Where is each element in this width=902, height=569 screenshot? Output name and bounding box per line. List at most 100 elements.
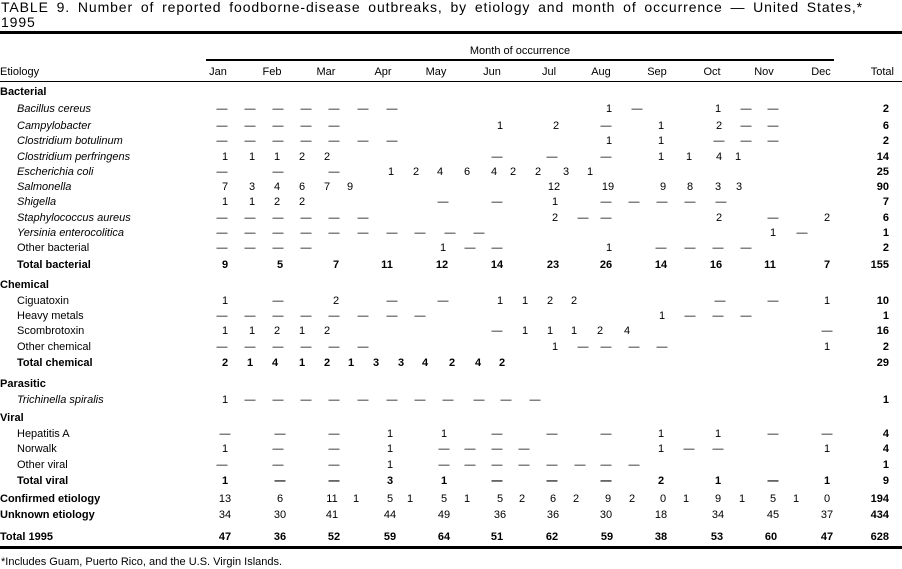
table-cell: — (386, 103, 398, 115)
table-cell: — (546, 428, 558, 440)
table-cell: — (464, 459, 476, 471)
table-cell: 7 (332, 259, 340, 271)
table-cell: — (740, 310, 752, 322)
table-cell: — (767, 428, 779, 440)
table-cell: — (328, 394, 340, 406)
table-cell: 1 (605, 242, 613, 254)
table-cell: — (491, 475, 503, 487)
table-cell: — (216, 103, 228, 115)
row-total: 14 (876, 151, 889, 163)
table-cell: 2 (552, 120, 560, 132)
row-total: 2 (882, 135, 889, 147)
table-cell: 44 (383, 509, 397, 521)
table-cell: — (767, 120, 779, 132)
table-cell: 52 (327, 531, 341, 543)
table-cell: 12 (435, 259, 449, 271)
table-cell: 1 (521, 325, 529, 337)
table-cell: 60 (764, 531, 778, 543)
table-cell: 1 (352, 493, 360, 505)
row-total: 4 (882, 428, 889, 440)
table-cell: 1 (221, 151, 229, 163)
table-cell: — (712, 310, 724, 322)
table-cell: 1 (387, 166, 395, 178)
row-total: 10 (876, 295, 889, 307)
table-cell: 1 (521, 295, 529, 307)
table-cell: — (577, 341, 589, 353)
row-label: Shigella (17, 196, 57, 208)
table-cell: — (328, 459, 340, 471)
table-cell: 2 (323, 325, 331, 337)
table-cell: 47 (218, 531, 232, 543)
row-total: 6 (882, 212, 889, 224)
row-total: 90 (876, 181, 889, 193)
table-cell: 1 (586, 166, 594, 178)
table-cell: — (464, 443, 476, 455)
table-cell: 36 (493, 509, 507, 521)
table-cell: 6 (463, 166, 471, 178)
table-cell: 1 (769, 227, 777, 239)
table-cell: — (300, 394, 312, 406)
table-cell: — (600, 475, 612, 487)
table-cell: — (272, 295, 284, 307)
table-cell: 2 (518, 493, 526, 505)
table-cell: 3 (386, 475, 394, 487)
row-label: Norwalk (17, 443, 57, 455)
table-cell: — (546, 151, 558, 163)
row-total: 25 (876, 166, 889, 178)
row-label: Other viral (17, 459, 68, 471)
table-cell: 1 (605, 135, 613, 147)
row-total: 4 (882, 443, 889, 455)
table-cell: 3 (248, 181, 256, 193)
table-cell: 1 (551, 341, 559, 353)
month-header-jun: Jun (483, 66, 501, 78)
table-cell: 1 (823, 475, 831, 487)
table-cell: — (328, 166, 340, 178)
table-cell: 12 (547, 181, 561, 193)
table-cell: — (272, 242, 284, 254)
row-total: 16 (876, 325, 889, 337)
table-cell: 4 (421, 357, 429, 369)
table-cell: — (491, 151, 503, 163)
row-label: Other chemical (17, 341, 91, 353)
table-cell: — (272, 103, 284, 115)
table-cell: — (713, 135, 725, 147)
row-label: Bacillus cereus (17, 103, 91, 115)
row-label: Yersinia enterocolitica (17, 227, 125, 239)
table-cell: 4 (273, 181, 281, 193)
table-cell: 1 (347, 357, 355, 369)
table-cell: — (767, 212, 779, 224)
table-cell: — (518, 459, 530, 471)
table-cell: — (272, 212, 284, 224)
table-cell: 1 (440, 428, 448, 440)
table-cell: — (216, 310, 228, 322)
table-cell: — (357, 103, 369, 115)
table-cell: 36 (273, 531, 287, 543)
table-cell: — (386, 295, 398, 307)
table-cell: 45 (766, 509, 780, 521)
table-cell: 1 (496, 120, 504, 132)
row-total: 29 (876, 357, 889, 369)
table-cell: 30 (273, 509, 287, 521)
table-cell: — (272, 166, 284, 178)
table-cell: 1 (386, 459, 394, 471)
table-cell: 5 (386, 493, 394, 505)
table-cell: 1 (273, 151, 281, 163)
table-cell: — (357, 212, 369, 224)
table-cell: — (464, 242, 476, 254)
table-cell: 37 (820, 509, 834, 521)
table-cell: — (216, 135, 228, 147)
table-cell: 16 (709, 259, 723, 271)
table-cell: — (386, 227, 398, 239)
table-cell: — (357, 135, 369, 147)
table-cell: — (740, 135, 752, 147)
month-header-dec: Dec (811, 66, 831, 78)
row-label: Total 1995 (0, 531, 53, 543)
table-cell: 23 (546, 259, 560, 271)
row-total: 1 (882, 459, 889, 471)
table-cell: — (712, 443, 724, 455)
month-header-feb: Feb (262, 66, 282, 78)
table-cell: — (244, 394, 256, 406)
table-cell: — (272, 341, 284, 353)
table-cell: — (357, 394, 369, 406)
table-cell: 1 (823, 295, 831, 307)
